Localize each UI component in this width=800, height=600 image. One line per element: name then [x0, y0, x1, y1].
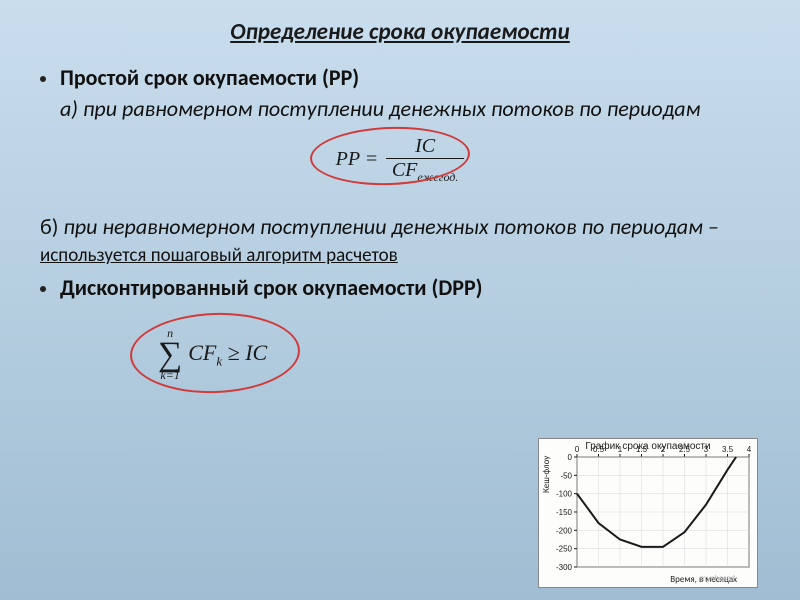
bullet-item-1: Простой срок окупаемости (PP): [40, 64, 760, 91]
formula-2: n ∑ k=1 CFk ≥ IC: [140, 319, 285, 387]
watermark: myshared: [700, 574, 735, 583]
formula-2-area: n ∑ k=1 CFk ≥ IC: [40, 309, 760, 439]
formula-1: PP = IC CFежегод.: [314, 129, 487, 191]
formula1-left: PP =: [336, 148, 379, 170]
svg-text:-50: -50: [560, 471, 572, 480]
svg-text:-250: -250: [556, 545, 573, 554]
formula2-sum: n ∑ k=1 CFk ≥ IC: [158, 326, 267, 383]
subtext-b: б) при неравномерном поступлении денежны…: [40, 213, 760, 268]
bullet-text-2: Дисконтированный срок окупаемости (DPP): [60, 274, 483, 301]
svg-text:1: 1: [618, 445, 623, 454]
svg-text:-200: -200: [556, 526, 573, 535]
svg-text:2.5: 2.5: [679, 445, 691, 454]
slide-title: Определение срока окупаемости: [40, 18, 760, 46]
formula2-rest: ≥ IC: [222, 340, 267, 365]
slide: Определение срока окупаемости Простой ср…: [0, 0, 800, 449]
payback-chart: График срока окупаемости Кеш-флоу 00.511…: [538, 438, 758, 588]
svg-text:-150: -150: [556, 508, 573, 517]
formula1-denominator: CFежегод.: [386, 159, 465, 185]
svg-text:2: 2: [661, 445, 666, 454]
sigma-bottom: k=1: [160, 368, 179, 383]
svg-text:-300: -300: [556, 563, 573, 572]
formula-1-container: PP = IC CFежегод.: [40, 129, 760, 191]
svg-text:1.5: 1.5: [636, 445, 648, 454]
svg-text:0: 0: [568, 453, 573, 462]
formula1-fraction: IC CFежегод.: [386, 135, 465, 185]
svg-text:0: 0: [575, 445, 580, 454]
subtext-a: а) при равномерном поступлении денежных …: [60, 95, 760, 123]
svg-text:0.5: 0.5: [593, 445, 605, 454]
bullet-dot-icon: [40, 286, 46, 292]
formula1-den-sub: ежегод.: [417, 170, 458, 184]
line-b-underline: используется пошаговый алгоритм расчетов: [40, 244, 398, 267]
svg-text:3.5: 3.5: [722, 445, 734, 454]
svg-text:4: 4: [747, 445, 752, 454]
sigma-symbol: ∑: [158, 341, 182, 368]
chart-svg: 0 0.5 1 1.5 2 2.5 3 3.5 4 0 -50 -100 -150 -200 -250 -30…: [539, 439, 759, 589]
sigma-icon: n ∑ k=1: [158, 326, 182, 383]
bullet-item-2: Дисконтированный срок окупаемости (DPP): [40, 274, 760, 301]
line-b-prefix: б): [40, 213, 58, 240]
formula1-numerator: IC: [386, 135, 465, 159]
bullet-text-1: Простой срок окупаемости (PP): [60, 64, 359, 91]
formula2-cf: CF: [188, 340, 216, 365]
formula2-body: CFk ≥ IC: [188, 340, 267, 369]
svg-text:3: 3: [704, 445, 709, 454]
formula1-den-main: CF: [392, 159, 418, 181]
bullet-dot-icon: [40, 76, 46, 82]
svg-text:-100: -100: [556, 490, 573, 499]
line-b-italic: при неравномерном поступлении денежных п…: [58, 213, 719, 240]
